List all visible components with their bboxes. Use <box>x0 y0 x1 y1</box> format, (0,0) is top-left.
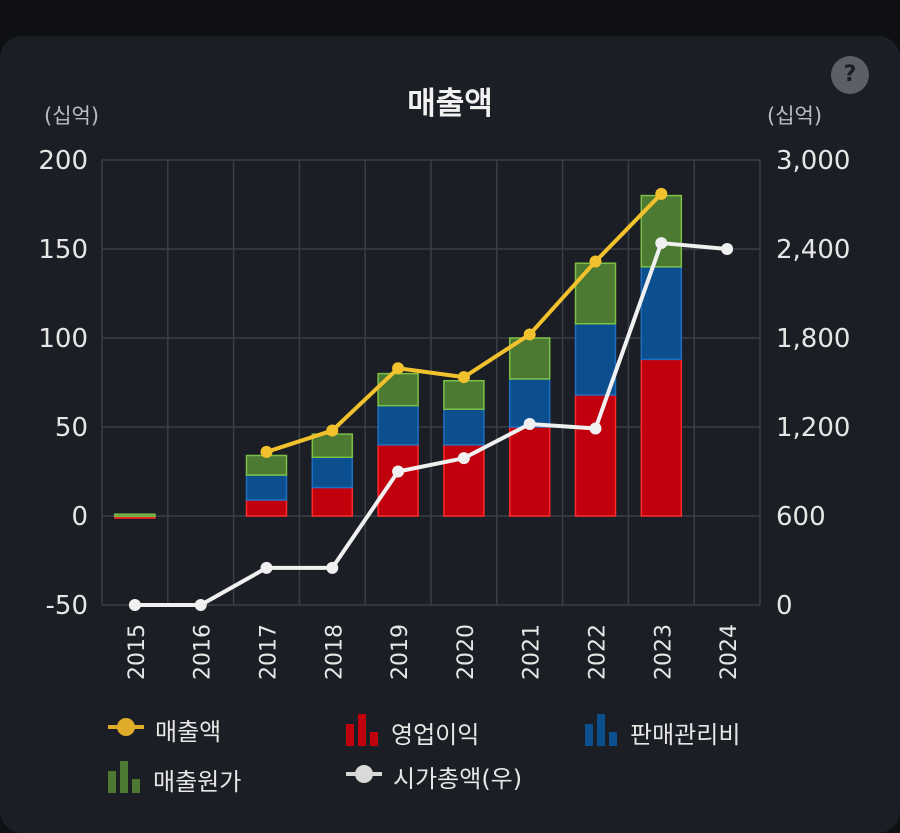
series-point <box>457 452 470 465</box>
x-axis-tick-label: 2022 <box>586 624 611 680</box>
x-axis-tick-label: 2020 <box>454 624 479 680</box>
right-axis-tick-label: 0 <box>776 591 793 621</box>
left-axis-tick-label: -50 <box>46 591 88 621</box>
left-axis-tick-label: 150 <box>38 235 88 265</box>
series-point <box>392 362 405 375</box>
bar-segment <box>114 513 156 517</box>
left-axis-unit: (십억) <box>44 104 100 128</box>
legend-label: 매출액 <box>155 718 222 746</box>
bar-segment <box>443 379 485 410</box>
right-axis-tick-label: 600 <box>776 502 826 532</box>
bar-icon <box>345 712 381 752</box>
legend-item-operating-profit[interactable]: 영업이익 <box>345 712 479 752</box>
series-point <box>523 418 536 431</box>
legend-label: 시가총액(우) <box>393 765 523 793</box>
series-line <box>134 241 728 607</box>
series-point <box>128 599 141 611</box>
bar-segment <box>640 358 683 517</box>
x-axis-tick-label: 2019 <box>388 624 413 680</box>
bar-segment <box>574 394 617 517</box>
series-point <box>655 187 668 200</box>
bar-segment <box>574 323 617 396</box>
series-point <box>721 243 734 255</box>
chart-title: 매출액 <box>407 86 493 122</box>
x-axis-tick-label: 2023 <box>651 624 676 680</box>
x-axis-tick-label: 2021 <box>520 624 545 680</box>
bar-segment <box>245 454 288 476</box>
series-point <box>326 561 339 574</box>
line-marker-icon <box>345 761 383 793</box>
right-axis-tick-label: 1,800 <box>776 324 850 354</box>
bar-segment <box>311 456 354 489</box>
x-axis-tick-label: 2015 <box>125 624 150 680</box>
legend-item-sga[interactable]: 판매관리비 <box>584 712 740 752</box>
line-marker-icon <box>107 714 145 746</box>
series-point <box>260 561 273 574</box>
legend-label: 영업이익 <box>391 720 480 749</box>
help-icon[interactable]: ? <box>831 56 869 94</box>
bar-segment <box>311 486 354 517</box>
series-point <box>392 465 405 478</box>
series-point <box>655 237 668 250</box>
bar-segment <box>574 262 617 325</box>
left-axis-tick-label: 0 <box>71 502 88 532</box>
series-point <box>589 255 602 268</box>
x-axis-tick-label: 2024 <box>717 624 742 680</box>
bar-segment <box>443 408 485 446</box>
bar-segment <box>508 426 551 517</box>
left-axis-tick-label: 50 <box>55 413 88 443</box>
right-axis-unit: (십억) <box>767 104 823 128</box>
bar-segment <box>377 404 419 446</box>
bar-segment <box>377 372 419 407</box>
right-axis-tick-label: 3,000 <box>776 146 850 176</box>
bar-icon <box>584 712 620 752</box>
legend-item-sales[interactable]: 매출액 <box>107 712 221 747</box>
x-axis-tick-label: 2018 <box>322 624 347 680</box>
series-point <box>589 422 602 435</box>
legend-item-market-cap[interactable]: 시가총액(우) <box>345 759 522 794</box>
right-axis-tick-label: 2,400 <box>776 235 850 265</box>
series-point <box>260 445 273 458</box>
left-axis-tick-label: 200 <box>38 146 88 176</box>
bar-segment <box>377 444 419 517</box>
series-point <box>326 424 339 437</box>
right-axis-tick-label: 1,200 <box>776 413 850 443</box>
series-point <box>457 371 470 384</box>
bar-segment <box>245 474 288 501</box>
bar-segment <box>245 499 288 517</box>
series-point <box>523 328 536 341</box>
legend-label: 매출원가 <box>153 767 242 796</box>
bar-segment <box>311 433 354 459</box>
left-axis-tick-label: 100 <box>38 324 88 354</box>
x-axis-tick-label: 2017 <box>257 624 282 680</box>
bar-icon <box>107 759 143 799</box>
legend-label: 판매관리비 <box>630 720 741 749</box>
x-axis-tick-label: 2016 <box>191 624 216 680</box>
legend-item-cogs[interactable]: 매출원가 <box>107 759 241 799</box>
series-point <box>194 599 207 611</box>
